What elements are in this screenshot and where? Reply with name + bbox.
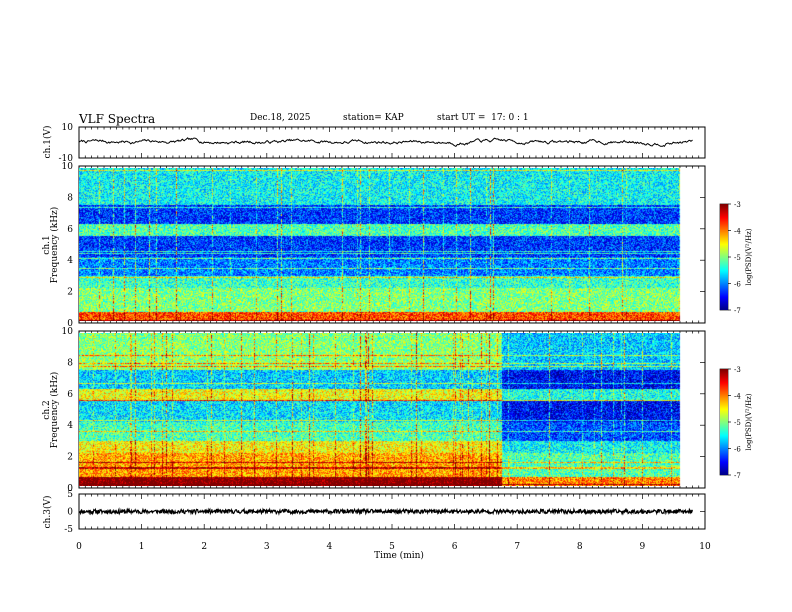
colorbar-tick-label: -6 <box>734 281 741 289</box>
spectrogram-ch1-image <box>79 168 692 321</box>
spec1-y-tick-label: 0 <box>67 319 73 329</box>
colorbar-ch2 <box>720 369 728 475</box>
ch3-y-tick-label: 0 <box>67 508 73 518</box>
spec1-y-tick-label: 8 <box>67 193 73 203</box>
colorbar-tick-label: -4 <box>734 393 741 401</box>
colorbar-tick-label: -5 <box>734 419 741 427</box>
spec1-y-tick-label: 4 <box>67 256 73 266</box>
station-label: station= KAP <box>343 113 404 123</box>
x-tick-label: 4 <box>327 542 333 552</box>
ch3-waveform-line <box>78 507 694 516</box>
spec2-y-tick-label: 2 <box>67 453 73 463</box>
start-label: start UT = <box>437 113 486 123</box>
spec1-y-label-1: ch.1 <box>42 235 52 254</box>
colorbar-label: log(PSD)(V²/Hz) <box>745 393 753 450</box>
x-tick-label: 2 <box>201 542 207 552</box>
spec1-y-tick-label: 6 <box>67 225 73 235</box>
x-tick-label: 0 <box>76 542 82 552</box>
x-axis-label: Time (min) <box>374 550 424 561</box>
spectrogram-ch2-image <box>79 333 692 486</box>
start-time-value: 17: 0 : 1 <box>491 113 529 123</box>
x-tick-label: 8 <box>577 542 583 552</box>
colorbar-label: log(PSD)(V²/Hz) <box>745 228 753 285</box>
spec2-y-tick-label: 8 <box>67 358 73 368</box>
ch1-y-tick-label: -10 <box>59 154 74 164</box>
colorbar-tick-label: -3 <box>734 201 741 209</box>
figure-title: VLF Spectra <box>79 112 156 126</box>
ch1-waveform-line <box>78 137 693 148</box>
station-value: KAP <box>384 113 404 123</box>
spec1-y-tick-label: 2 <box>67 288 73 298</box>
x-tick-label: 5 <box>389 542 395 552</box>
x-tick-label: 9 <box>640 542 646 552</box>
spec2-y-tick-label: 4 <box>67 421 73 431</box>
spec2-y-tick-label: 0 <box>67 484 73 494</box>
x-tick-label: 1 <box>139 542 145 552</box>
date-label: Dec.18, 2025 <box>250 113 311 123</box>
x-tick-label: 7 <box>514 542 520 552</box>
ch3-y-tick-label: 5 <box>67 490 73 500</box>
colorbar-ch1 <box>720 204 728 310</box>
colorbar-tick-label: -7 <box>734 472 741 480</box>
colorbar-tick-label: -4 <box>734 228 741 236</box>
colorbar-tick-label: -7 <box>734 307 741 315</box>
x-tick-label: 3 <box>264 542 270 552</box>
start-time-label: start UT = 17: 0 : 1 <box>437 113 529 123</box>
ch1-y-tick-label: 10 <box>62 123 74 133</box>
colorbar-tick-label: -5 <box>734 254 741 262</box>
ch3-y-label: ch.3(V) <box>42 496 53 529</box>
spec2-y-tick-label: 6 <box>67 390 73 400</box>
spec1-y-label-2: Frequency (kHz) <box>49 207 60 284</box>
spec2-y-label-1: ch.2 <box>42 400 52 419</box>
x-tick-label: 6 <box>452 542 458 552</box>
station-prefix: station= <box>343 113 385 123</box>
spec2-y-tick-label: 10 <box>62 327 74 337</box>
colorbar-tick-label: -3 <box>734 366 741 374</box>
spec1-y-tick-label: 10 <box>62 162 74 172</box>
ch1-y-label: ch.1(V) <box>42 126 53 159</box>
x-tick-label: 10 <box>699 542 711 552</box>
ch3-y-tick-label: -5 <box>64 525 73 535</box>
spec2-y-label-2: Frequency (kHz) <box>49 372 60 449</box>
colorbar-tick-label: -6 <box>734 446 741 454</box>
